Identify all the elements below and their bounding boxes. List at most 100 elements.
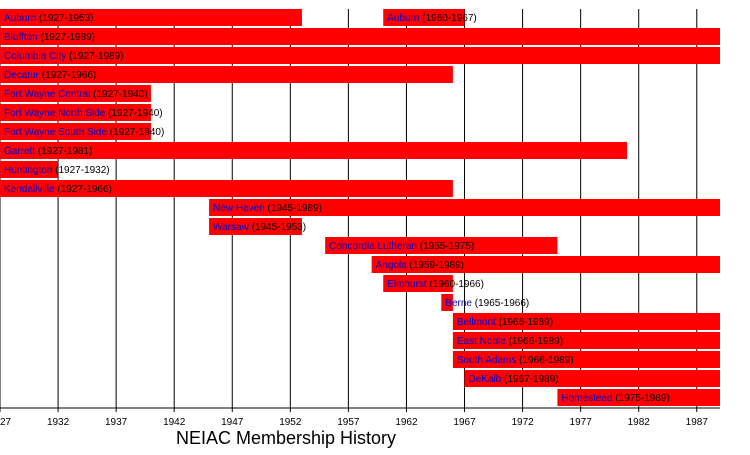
bar [452, 351, 720, 368]
bar-label: Fort Wayne South Side (1927-1940) [4, 127, 164, 138]
bar [441, 294, 453, 311]
bar [464, 370, 720, 387]
bar [0, 28, 720, 45]
team-name: Columbia City [4, 51, 66, 62]
team-name: East Noble [457, 336, 506, 347]
bar-label: Auburn (1960-1967) [387, 13, 477, 24]
x-tick-label: 1947 [221, 417, 244, 428]
bar [452, 332, 720, 349]
bar [0, 9, 302, 26]
team-period: (1945-1989) [268, 203, 322, 214]
bar-label: Bluffton (1927-1989) [4, 32, 95, 43]
x-tick-label: 1942 [163, 417, 186, 428]
bar [557, 389, 720, 406]
team-name: Fort Wayne North Side [4, 108, 106, 119]
bar [209, 199, 720, 216]
bar [325, 237, 558, 254]
bar-label: New Haven (1945-1989) [213, 203, 322, 214]
x-tick-label: 1937 [105, 417, 128, 428]
x-tick-label: 1932 [47, 417, 70, 428]
team-period: (1945-1953) [252, 222, 306, 233]
team-period: (1967-1989) [504, 374, 558, 385]
bar-label: Elmhurst (1960-1966) [387, 279, 484, 290]
bar [383, 9, 465, 26]
bar-label: Huntington (1927-1932) [4, 165, 110, 176]
bar [0, 142, 628, 159]
bar-label: Warsaw (1945-1953) [213, 222, 306, 233]
x-tick-label: 1927 [0, 417, 12, 428]
team-period: (1959-1989) [410, 260, 464, 271]
team-period: (1927-1940) [110, 127, 164, 138]
team-name: Homestead [561, 393, 612, 404]
team-name: Fort Wayne South Side [4, 127, 107, 138]
team-name: Kendallville [4, 184, 55, 195]
x-tick-label: 1972 [511, 417, 534, 428]
team-name: Auburn [4, 13, 36, 24]
bar [0, 161, 59, 178]
x-tick-label: 1977 [570, 417, 593, 428]
x-tick-label: 1962 [395, 417, 418, 428]
bar-label: Garrett (1927-1981) [4, 146, 92, 157]
bar [383, 275, 453, 292]
bar [452, 313, 720, 330]
team-name: Garrett [4, 146, 35, 157]
bar [371, 256, 720, 273]
team-name: Berne [445, 298, 472, 309]
team-period: (1927-1966) [42, 70, 96, 81]
team-name: Concordia Lutheran [329, 241, 417, 252]
bar [0, 66, 453, 83]
team-period: (1966-1989) [519, 355, 573, 366]
team-period: (1966-1989) [499, 317, 553, 328]
team-period: (1927-1989) [41, 32, 95, 43]
bar-label: East Noble (1966-1989) [457, 336, 563, 347]
bar [0, 47, 720, 64]
bar-label: Fort Wayne North Side (1927-1940) [4, 108, 163, 119]
team-name: Huntington [4, 165, 52, 176]
team-name: Elmhurst [387, 279, 427, 290]
team-name: Bluffton [4, 32, 38, 43]
x-tick-label: 1982 [628, 417, 651, 428]
bar-label: Bellmont (1966-1989) [457, 317, 553, 328]
team-period: (1927-1940) [93, 89, 147, 100]
bar [0, 85, 151, 102]
bar [0, 123, 151, 140]
team-period: (1966-1989) [509, 336, 563, 347]
x-tick-label: 1952 [279, 417, 302, 428]
bar-label: DeKalb (1967-1989) [469, 374, 559, 385]
team-period: (1927-1940) [108, 108, 162, 119]
team-name: Bellmont [457, 317, 496, 328]
team-name: Fort Wayne Central [4, 89, 90, 100]
team-name: Auburn [387, 13, 419, 24]
bar [0, 104, 151, 121]
bar [0, 180, 453, 197]
team-name: Warsaw [213, 222, 250, 233]
bar-label: Angola (1959-1989) [376, 260, 464, 271]
team-period: (1927-1981) [38, 146, 92, 157]
bar-label: Fort Wayne Central (1927-1940) [4, 89, 148, 100]
bar-label: Decatur (1927-1966) [4, 70, 96, 81]
team-period: (1975-1989) [615, 393, 669, 404]
team-period: (1960-1967) [422, 13, 476, 24]
team-period: (1927-1966) [57, 184, 111, 195]
x-tick-label: 1987 [686, 417, 709, 428]
bar-label: Kendallville (1927-1966) [4, 184, 112, 195]
bar-label: Berne (1965-1966) [445, 298, 529, 309]
bar-label: South Adams (1966-1989) [457, 355, 574, 366]
bar-label: Homestead (1975-1989) [561, 393, 669, 404]
team-period: (1927-1953) [39, 13, 93, 24]
chart-title: NEIAC Membership History [176, 428, 396, 448]
team-period: (1927-1989) [69, 51, 123, 62]
team-name: South Adams [457, 355, 516, 366]
team-name: DeKalb [469, 374, 502, 385]
team-period: (1927-1932) [55, 165, 109, 176]
bar-label: Concordia Lutheran (1955-1975) [329, 241, 474, 252]
team-period: (1965-1966) [475, 298, 529, 309]
team-name: Decatur [4, 70, 40, 81]
x-tick-label: 1957 [337, 417, 360, 428]
team-period: (1960-1966) [429, 279, 483, 290]
bar [209, 218, 302, 235]
bar-label: Columbia City (1927-1989) [4, 51, 124, 62]
team-name: New Haven [213, 203, 265, 214]
bar-label: Auburn (1927-1953) [4, 13, 94, 24]
